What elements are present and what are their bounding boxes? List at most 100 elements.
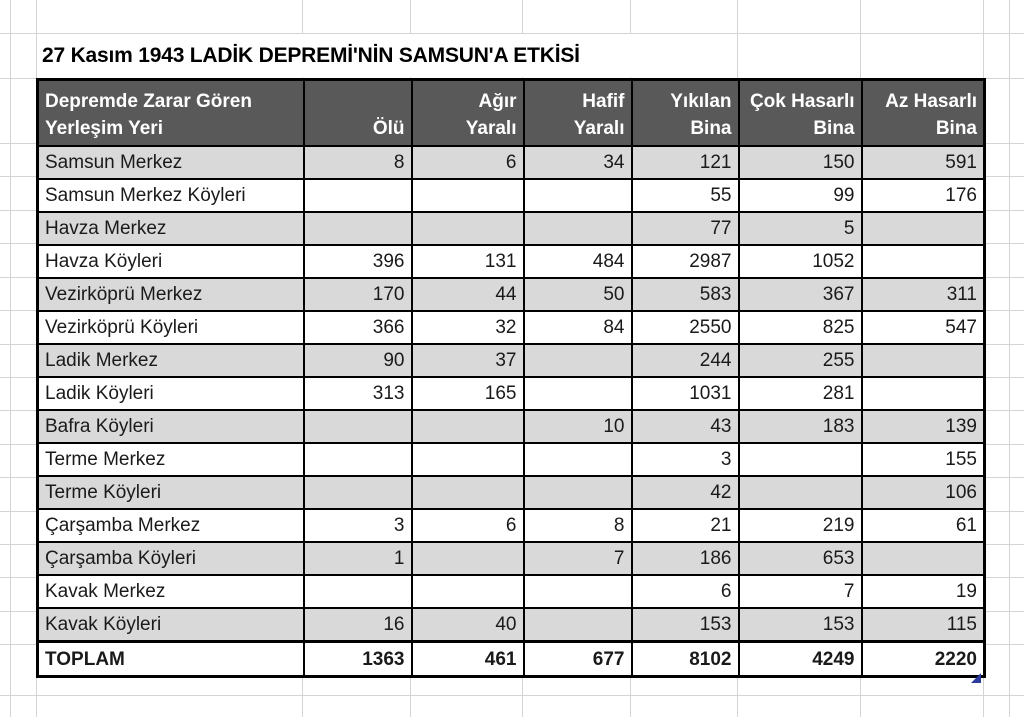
value-cell[interactable]: 34: [522, 145, 633, 180]
value-cell[interactable]: 677: [522, 640, 633, 678]
value-cell[interactable]: 99: [737, 178, 863, 213]
value-cell[interactable]: 44: [410, 277, 525, 312]
settlement-cell[interactable]: Samsun Merkez Köyleri: [36, 178, 305, 213]
settlement-cell[interactable]: Samsun Merkez: [36, 145, 305, 180]
value-cell[interactable]: 40: [410, 607, 525, 643]
value-cell[interactable]: 7: [522, 541, 633, 576]
settlement-cell[interactable]: TOPLAM: [36, 640, 305, 678]
value-cell[interactable]: 153: [630, 607, 740, 643]
value-cell[interactable]: 1363: [302, 640, 413, 678]
value-cell[interactable]: [522, 607, 633, 643]
column-header[interactable]: Çok Hasarlı Bina: [737, 78, 863, 147]
settlement-cell[interactable]: Kavak Merkez: [36, 574, 305, 609]
value-cell[interactable]: 825: [737, 310, 863, 345]
value-cell[interactable]: 6: [410, 145, 525, 180]
value-cell[interactable]: 3: [630, 442, 740, 477]
value-cell[interactable]: 591: [860, 145, 986, 180]
value-cell[interactable]: [522, 376, 633, 411]
value-cell[interactable]: 139: [860, 409, 986, 444]
value-cell[interactable]: [522, 343, 633, 378]
value-cell[interactable]: 311: [860, 277, 986, 312]
column-header[interactable]: Hafif Yaralı: [522, 78, 633, 147]
settlement-cell[interactable]: Kavak Köyleri: [36, 607, 305, 643]
column-header[interactable]: Ağır Yaralı: [410, 78, 525, 147]
value-cell[interactable]: 106: [860, 475, 986, 510]
value-cell[interactable]: [410, 574, 525, 609]
value-cell[interactable]: [860, 376, 986, 411]
value-cell[interactable]: 90: [302, 343, 413, 378]
value-cell[interactable]: 2987: [630, 244, 740, 279]
title-cell[interactable]: 27 Kasım 1943 LADİK DEPREMİ'NİN SAMSUN'A…: [37, 34, 735, 77]
value-cell[interactable]: [737, 475, 863, 510]
value-cell[interactable]: 7: [737, 574, 863, 609]
value-cell[interactable]: [410, 541, 525, 576]
value-cell[interactable]: [410, 409, 525, 444]
value-cell[interactable]: [522, 574, 633, 609]
value-cell[interactable]: 6: [410, 508, 525, 543]
value-cell[interactable]: 366: [302, 310, 413, 345]
value-cell[interactable]: [410, 475, 525, 510]
value-cell[interactable]: 42: [630, 475, 740, 510]
value-cell[interactable]: [410, 442, 525, 477]
value-cell[interactable]: 8: [302, 145, 413, 180]
value-cell[interactable]: 61: [860, 508, 986, 543]
value-cell[interactable]: 583: [630, 277, 740, 312]
value-cell[interactable]: 653: [737, 541, 863, 576]
value-cell[interactable]: 255: [737, 343, 863, 378]
value-cell[interactable]: 37: [410, 343, 525, 378]
value-cell[interactable]: 43: [630, 409, 740, 444]
value-cell[interactable]: 77: [630, 211, 740, 246]
settlement-cell[interactable]: Ladik Merkez: [36, 343, 305, 378]
settlement-cell[interactable]: Ladik Köyleri: [36, 376, 305, 411]
value-cell[interactable]: 165: [410, 376, 525, 411]
value-cell[interactable]: 121: [630, 145, 740, 180]
value-cell[interactable]: 16: [302, 607, 413, 643]
value-cell[interactable]: 5: [737, 211, 863, 246]
value-cell[interactable]: 3: [302, 508, 413, 543]
settlement-cell[interactable]: Vezirköprü Merkez: [36, 277, 305, 312]
value-cell[interactable]: 170: [302, 277, 413, 312]
value-cell[interactable]: 32: [410, 310, 525, 345]
settlement-cell[interactable]: Çarşamba Köyleri: [36, 541, 305, 576]
value-cell[interactable]: 1052: [737, 244, 863, 279]
value-cell[interactable]: 313: [302, 376, 413, 411]
column-header[interactable]: Depremde Zarar Gören Yerleşim Yeri: [36, 78, 305, 147]
value-cell[interactable]: 8: [522, 508, 633, 543]
value-cell[interactable]: 2550: [630, 310, 740, 345]
value-cell[interactable]: [522, 211, 633, 246]
value-cell[interactable]: [860, 343, 986, 378]
selection-fill-handle-icon[interactable]: [971, 673, 981, 683]
value-cell[interactable]: 153: [737, 607, 863, 643]
value-cell[interactable]: 547: [860, 310, 986, 345]
value-cell[interactable]: [410, 211, 525, 246]
value-cell[interactable]: 2220: [860, 640, 986, 678]
value-cell[interactable]: [737, 442, 863, 477]
value-cell[interactable]: [302, 574, 413, 609]
value-cell[interactable]: 19: [860, 574, 986, 609]
settlement-cell[interactable]: Bafra Köyleri: [36, 409, 305, 444]
value-cell[interactable]: 10: [522, 409, 633, 444]
value-cell[interactable]: [302, 211, 413, 246]
value-cell[interactable]: 6: [630, 574, 740, 609]
value-cell[interactable]: 244: [630, 343, 740, 378]
value-cell[interactable]: 1: [302, 541, 413, 576]
value-cell[interactable]: 281: [737, 376, 863, 411]
settlement-cell[interactable]: Havza Köyleri: [36, 244, 305, 279]
value-cell[interactable]: 84: [522, 310, 633, 345]
column-header[interactable]: Az Hasarlı Bina: [860, 78, 986, 147]
value-cell[interactable]: [860, 244, 986, 279]
settlement-cell[interactable]: Terme Merkez: [36, 442, 305, 477]
value-cell[interactable]: [522, 178, 633, 213]
value-cell[interactable]: 8102: [630, 640, 740, 678]
value-cell[interactable]: 484: [522, 244, 633, 279]
value-cell[interactable]: 21: [630, 508, 740, 543]
value-cell[interactable]: [860, 541, 986, 576]
value-cell[interactable]: [302, 178, 413, 213]
value-cell[interactable]: 55: [630, 178, 740, 213]
value-cell[interactable]: [302, 442, 413, 477]
settlement-cell[interactable]: Vezirköprü Köyleri: [36, 310, 305, 345]
value-cell[interactable]: 131: [410, 244, 525, 279]
column-header[interactable]: Ölü: [302, 78, 413, 147]
value-cell[interactable]: 155: [860, 442, 986, 477]
value-cell[interactable]: 50: [522, 277, 633, 312]
